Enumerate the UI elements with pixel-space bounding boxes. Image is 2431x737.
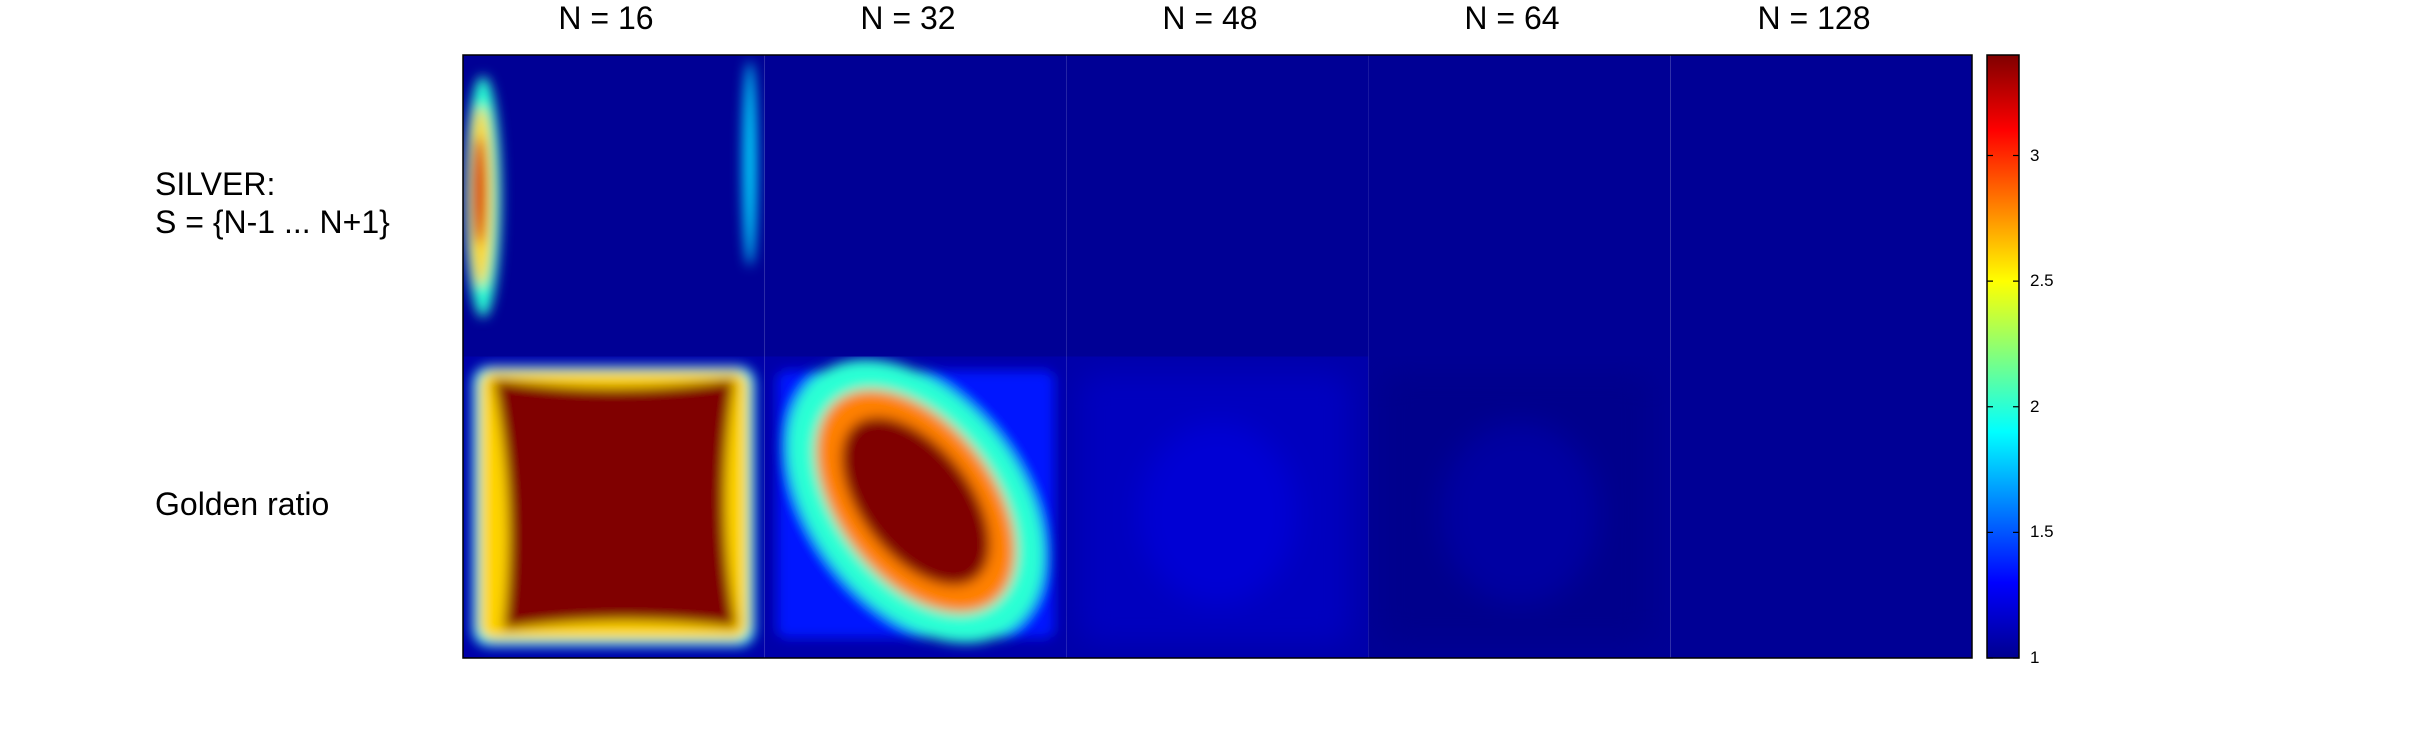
hotspot xyxy=(742,61,757,267)
faint-blob xyxy=(1139,422,1296,604)
colorbar-tick-label: 1.5 xyxy=(2030,522,2054,542)
heatmap-frame xyxy=(462,54,1973,659)
colorbar-tick-label: 2.5 xyxy=(2030,271,2054,291)
cell-background xyxy=(1670,55,1972,357)
cell-pattern xyxy=(473,366,755,646)
heatmap-cell xyxy=(1368,356,1671,658)
cell-background xyxy=(463,55,765,357)
cell-background xyxy=(1368,55,1671,357)
colorbar-tick-label: 2 xyxy=(2030,396,2040,416)
row-label-line: SILVER: xyxy=(155,166,276,202)
cell-pattern xyxy=(1078,372,1351,644)
column-title: N = 64 xyxy=(1464,0,1560,36)
faint-blob xyxy=(1440,422,1598,604)
row-label-line: S = {N-1 ... N+1} xyxy=(155,204,390,240)
heatmap-cell xyxy=(463,356,765,658)
column-title: N = 32 xyxy=(860,0,956,36)
cell-background xyxy=(1670,356,1972,658)
column-title: N = 128 xyxy=(1757,0,1871,36)
row-label-line: Golden ratio xyxy=(155,486,330,522)
colorbar-ticks xyxy=(1987,154,2019,659)
heatmap-cell xyxy=(1670,55,1972,357)
cell-pattern xyxy=(776,359,1055,643)
colorbar-tick-label: 1 xyxy=(2030,648,2040,667)
plateau-core xyxy=(493,378,737,630)
cell-pattern xyxy=(465,61,757,318)
cell-background xyxy=(1066,55,1369,357)
heatmap-cell xyxy=(1066,356,1369,658)
heatmap-cell xyxy=(463,55,765,357)
row-label-silver: SILVER: S = {N-1 ... N+1} xyxy=(155,165,390,241)
row-label-golden: Golden ratio xyxy=(155,485,329,523)
heatmap-cell xyxy=(1368,55,1671,357)
column-title: N = 16 xyxy=(558,0,654,36)
heatmap-cell xyxy=(1066,55,1369,357)
heatmap-cell xyxy=(764,55,1067,357)
cell-background xyxy=(764,55,1067,357)
colorbar-tick-label: 3 xyxy=(2030,145,2040,165)
heatmap-cells xyxy=(463,55,1972,658)
hotspot xyxy=(472,136,486,245)
heatmap-cell xyxy=(764,356,1067,658)
colorbar xyxy=(1986,54,2020,659)
cell-pattern xyxy=(1380,372,1653,644)
diamond-core xyxy=(841,416,990,586)
heatmap-cell xyxy=(1670,356,1972,658)
column-title: N = 48 xyxy=(1162,0,1258,36)
